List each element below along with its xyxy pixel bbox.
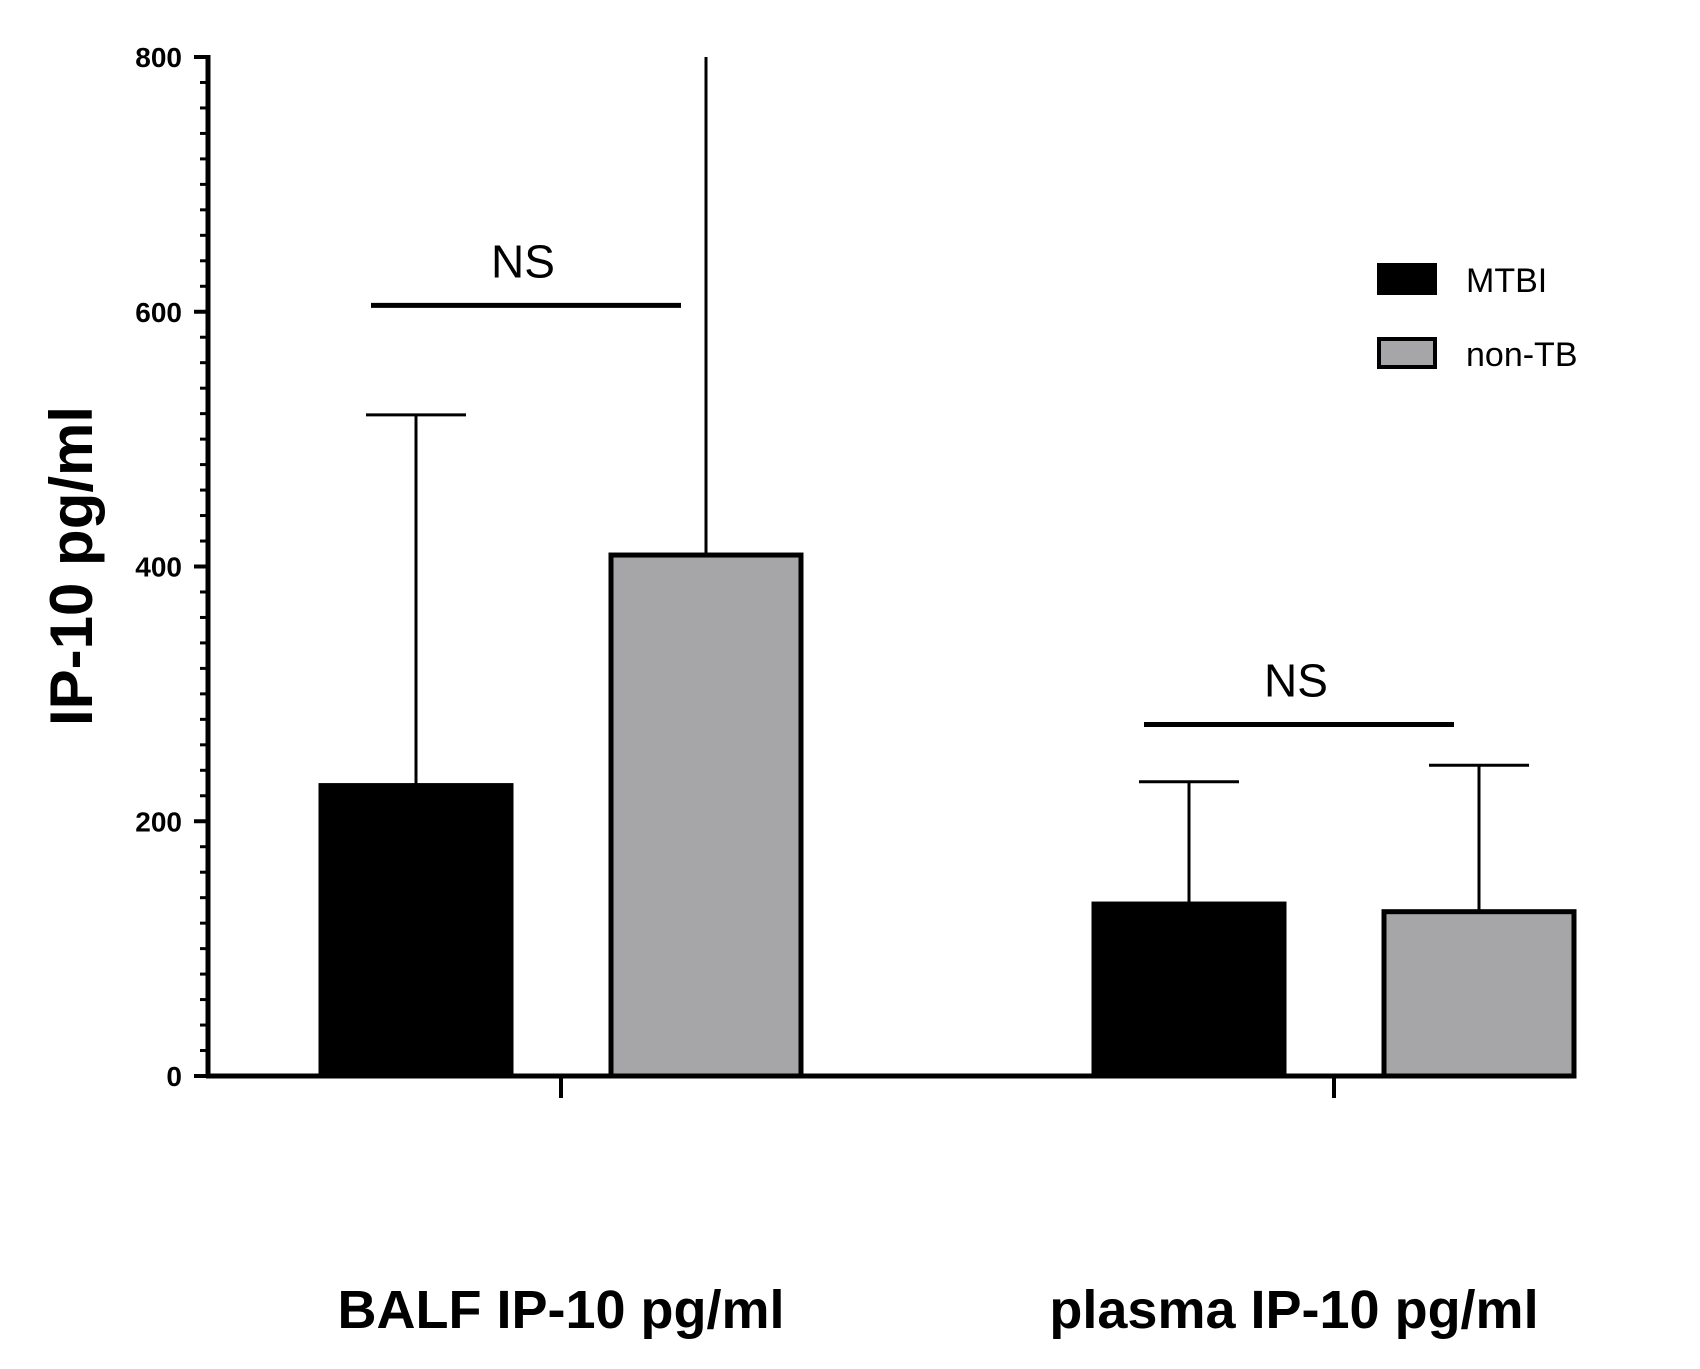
x-category-label: BALF IP-10 pg/ml xyxy=(337,1280,784,1340)
error-bars xyxy=(366,57,1529,912)
y-tick-label: 0 xyxy=(166,1061,182,1092)
legend-swatch-mtbi xyxy=(1377,263,1437,295)
bar-non-tb xyxy=(608,552,804,1079)
annotations: NS NS xyxy=(371,235,1454,727)
legend-swatch-non-tb xyxy=(1377,337,1437,369)
axes: 0 200 400 600 800 xyxy=(135,42,1545,1098)
y-tick-label: 800 xyxy=(135,42,182,73)
legend-label: MTBI xyxy=(1466,262,1547,300)
bar-non-tb xyxy=(1381,909,1577,1079)
bar-mtbi xyxy=(1091,901,1287,1079)
legend: MTBI non-TB xyxy=(1377,262,1578,374)
significance-label: NS xyxy=(1264,654,1328,706)
x-category-label: plasma IP-10 pg/ml xyxy=(1049,1280,1538,1340)
y-tick-label: 200 xyxy=(135,806,182,837)
y-tick-label: 400 xyxy=(135,552,182,583)
x-ticks xyxy=(559,1076,1336,1098)
significance-label: NS xyxy=(491,235,555,287)
legend-label: non-TB xyxy=(1466,336,1578,374)
bars xyxy=(318,552,1577,1079)
y-axis-title: IP-10 pg/ml xyxy=(38,406,105,726)
y-ticks: 0 200 400 600 800 xyxy=(135,42,208,1092)
y-tick-label: 600 xyxy=(135,297,182,328)
bar-mtbi xyxy=(318,783,514,1079)
